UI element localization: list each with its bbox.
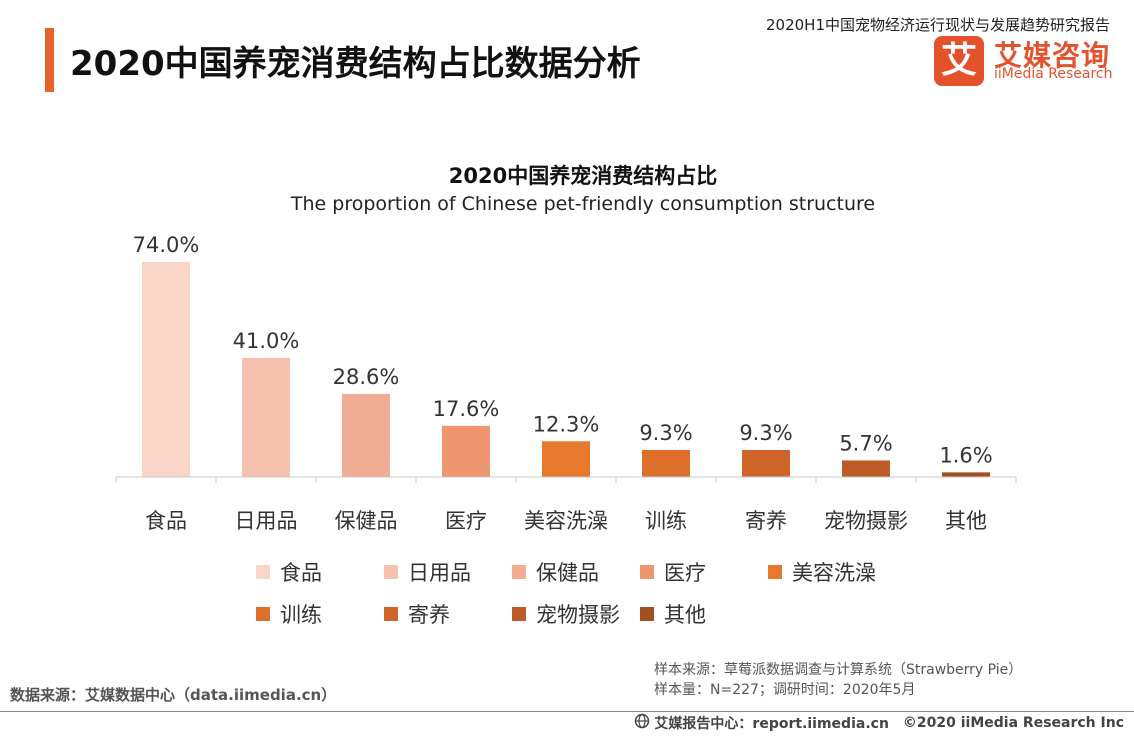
legend-swatch — [640, 565, 654, 579]
bar-value-label: 17.6% — [433, 397, 500, 421]
x-tick-label: 其他 — [945, 509, 987, 533]
bar-4 — [442, 425, 490, 477]
x-tick-label: 美容洗澡 — [524, 509, 608, 533]
sample-info: 样本来源：草莓派数据调查与计算系统（Strawberry Pie） 样本量：N=… — [654, 660, 1022, 700]
bar-5 — [542, 441, 590, 477]
bars-group: 74.0% 41.0% 28.6% 17.6% 12.3% 9.3% 9.3% 5.7% 1.6… — [133, 233, 993, 477]
legend-swatch — [512, 565, 526, 579]
legend-swatch — [384, 607, 398, 621]
logo-mark-icon: 艾 — [934, 36, 984, 86]
sample-size: 样本量：N=227；调研时间：2020年5月 — [654, 682, 916, 698]
bar-7 — [742, 449, 790, 477]
legend-label: 美容洗澡 — [792, 561, 876, 585]
bar-value-label: 9.3% — [739, 421, 792, 445]
bar-value-label: 1.6% — [939, 443, 992, 467]
bar-value-label: 28.6% — [333, 365, 400, 389]
x-tick-label: 训练 — [645, 509, 687, 533]
legend-label: 其他 — [664, 603, 706, 627]
legend-label: 日用品 — [408, 561, 471, 585]
legend-swatch — [256, 607, 270, 621]
chart-title: 2020中国养宠消费结构占比 — [449, 164, 717, 188]
footer-divider — [0, 711, 1134, 712]
copyright: ©2020 iiMedia Research Inc — [902, 715, 1124, 731]
sample-source: 样本来源：草莓派数据调查与计算系统（Strawberry Pie） — [654, 662, 1023, 678]
legend-label: 医疗 — [664, 561, 706, 585]
legend-swatch — [640, 607, 654, 621]
legend-label: 宠物摄影 — [536, 603, 620, 627]
x-tick-label: 食品 — [145, 509, 187, 533]
bar-chart: 2020中国养宠消费结构占比 The proportion of Chinese… — [115, 164, 1017, 627]
bar-1 — [142, 262, 190, 477]
bar-6 — [642, 449, 690, 477]
bar-value-label: 9.3% — [639, 421, 692, 445]
footer-bar: 艾媒报告中心：report.iimedia.cn ©2020 iiMedia R… — [634, 713, 1124, 733]
chart-subtitle: The proportion of Chinese pet-friendly c… — [290, 193, 875, 215]
bar-value-label: 12.3% — [533, 412, 600, 436]
legend-swatch — [512, 607, 526, 621]
bar-2 — [242, 357, 290, 477]
title-accent-bar — [45, 28, 54, 92]
bar-value-label: 74.0% — [133, 233, 200, 257]
page-title: 2020中国养宠消费结构占比数据分析 — [70, 44, 641, 84]
logo-en-text: iiMedia Research — [994, 66, 1113, 82]
bar-8 — [842, 460, 890, 477]
legend-label: 训练 — [280, 603, 322, 627]
report-center-link[interactable]: 艾媒报告中心：report.iimedia.cn — [654, 716, 889, 732]
globe-icon — [634, 713, 650, 733]
legend-label: 保健品 — [536, 561, 599, 585]
x-tick-label: 寄养 — [745, 509, 787, 533]
legend-swatch — [384, 565, 398, 579]
legend-label: 寄养 — [408, 603, 450, 627]
x-tick-label: 宠物摄影 — [824, 509, 908, 533]
x-tick-label: 日用品 — [235, 509, 298, 533]
bar-value-label: 5.7% — [839, 431, 892, 455]
x-axis: 食品 日用品 保健品 医疗 美容洗澡 训练 寄养 宠物摄影 其他 — [115, 476, 1017, 533]
bar-3 — [342, 393, 390, 477]
bar-9 — [942, 472, 990, 477]
report-name: 2020H1中国宠物经济运行现状与发展趋势研究报告 — [766, 16, 1110, 34]
logo-cn-text: 艾媒咨询 — [994, 39, 1111, 72]
legend-swatch — [768, 565, 782, 579]
legend-swatch — [256, 565, 270, 579]
x-tick-label: 保健品 — [335, 509, 398, 533]
legend-label: 食品 — [280, 561, 322, 585]
x-tick-label: 医疗 — [445, 509, 487, 533]
iimedia-logo: 艾 艾媒咨询 iiMedia Research — [934, 34, 1114, 86]
bar-value-label: 41.0% — [233, 329, 300, 353]
data-source: 数据来源：艾媒数据中心（data.iimedia.cn） — [10, 686, 337, 704]
